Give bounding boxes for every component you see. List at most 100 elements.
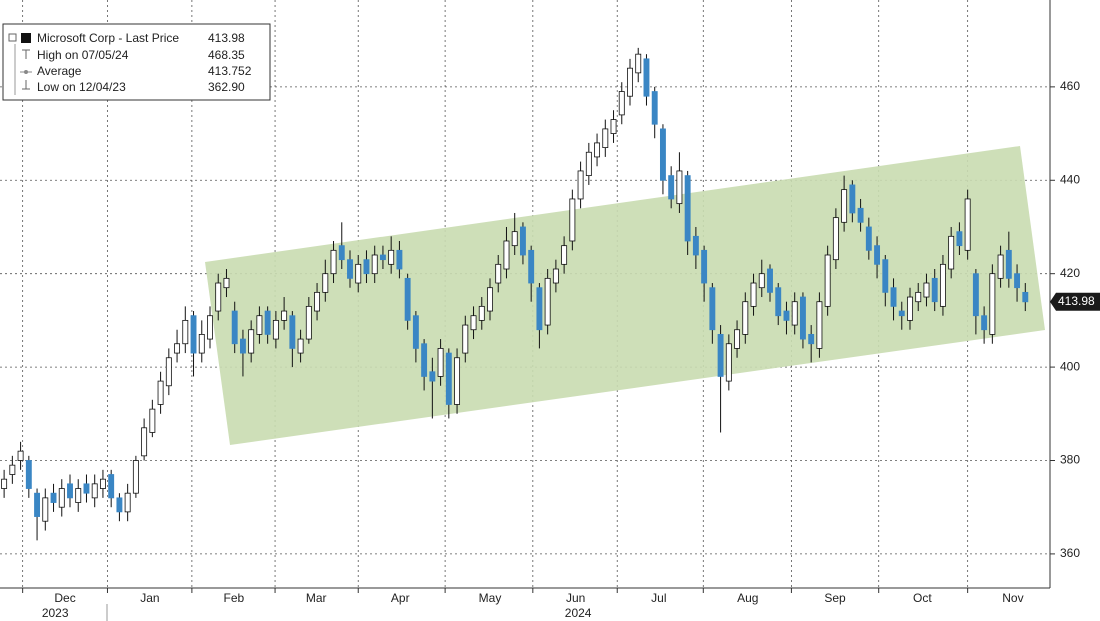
candle-body (701, 249, 708, 284)
candle-body (470, 315, 477, 331)
candle-body (651, 91, 658, 125)
candle-body (602, 128, 609, 148)
candle-body (404, 277, 411, 321)
candle-body (1005, 249, 1012, 279)
candle-body (289, 315, 296, 349)
candle-body (594, 142, 601, 158)
candle-body (915, 291, 922, 303)
year-label: 2023 (42, 606, 69, 620)
candle-body (692, 235, 699, 256)
candle-body (783, 310, 790, 321)
y-tick-label: 420 (1060, 266, 1080, 280)
candle-body (487, 287, 493, 312)
y-tick-label: 380 (1060, 453, 1080, 467)
legend-icon (22, 49, 30, 59)
candle-body (849, 184, 856, 214)
candle-body (939, 263, 946, 307)
legend-box (2, 23, 271, 101)
candle-body (25, 460, 32, 489)
candle-body (874, 245, 881, 265)
candle-body (981, 315, 988, 331)
candle-body (272, 319, 279, 340)
candle-body (841, 189, 848, 223)
last-price-tag: 413.98 (1050, 292, 1100, 311)
candle-body (511, 231, 518, 247)
candle-body (1022, 291, 1029, 303)
y-tick-label: 440 (1060, 172, 1080, 186)
candle-body (174, 343, 181, 354)
candle-body (190, 315, 197, 354)
candle-body (956, 231, 963, 247)
candle-body (618, 91, 625, 116)
candle-body (709, 287, 716, 331)
candle-body (330, 249, 337, 275)
y-tick-label: 460 (1060, 79, 1080, 93)
candle-body (495, 263, 502, 284)
candle-body (388, 249, 395, 265)
candles (1, 47, 1029, 541)
candle-body (997, 254, 1004, 279)
legend-label: Average (37, 64, 82, 78)
candle-body (931, 277, 938, 303)
candle-body (536, 287, 543, 331)
candle-body (717, 333, 724, 377)
last-price-pointer (1050, 292, 1100, 311)
candle-body (585, 151, 592, 177)
x-tick-label: Apr (391, 591, 410, 605)
candle-body (67, 483, 73, 499)
candle-body (561, 245, 568, 265)
legend-label: Microsoft Corp - Last Price (37, 31, 179, 45)
x-tick-label: Jul (651, 591, 666, 605)
candle-body (239, 338, 246, 354)
candle-body (890, 287, 897, 307)
candle-body (116, 497, 123, 513)
candle-body (429, 371, 436, 382)
candle-body (676, 170, 683, 205)
candle-body (363, 259, 370, 275)
candle-body (627, 67, 633, 97)
candle-body (83, 483, 90, 494)
candle-body (379, 254, 386, 261)
candle-body (437, 348, 444, 377)
candle-body (742, 301, 749, 335)
candle-body (989, 273, 996, 335)
candle-body (923, 282, 930, 298)
candle-body (223, 277, 230, 289)
candle-body (684, 175, 691, 242)
candle-body (198, 333, 205, 354)
candle-body (396, 249, 403, 270)
candle-body (668, 175, 675, 200)
candle-body (141, 427, 148, 457)
x-tick-label: Mar (306, 591, 327, 605)
candle-body (898, 310, 905, 317)
candle-body (964, 198, 971, 251)
legend-icon (24, 70, 28, 74)
candle-body (421, 343, 428, 377)
candle-body (17, 450, 24, 461)
x-tick-label: Aug (737, 591, 758, 605)
legend-icon (21, 33, 31, 43)
x-tick-label: Nov (1002, 591, 1023, 605)
candle-body (635, 53, 642, 74)
candle-body (503, 240, 510, 270)
year-label: 2024 (565, 606, 592, 620)
candle-body (314, 291, 321, 312)
legend-icon (8, 33, 17, 42)
candle-body (355, 263, 362, 284)
candle-body (124, 492, 131, 513)
candle-body (165, 357, 172, 387)
candle-body (264, 310, 271, 335)
candle-body (91, 483, 98, 499)
x-tick-label: Feb (224, 591, 245, 605)
y-tick-label: 400 (1060, 359, 1080, 373)
candle-body (816, 301, 823, 349)
legend-value: 413.752 (208, 64, 252, 78)
candle-body (149, 408, 156, 433)
candle-body (610, 119, 617, 134)
x-tick-label: Sep (824, 591, 846, 605)
candle-body (552, 268, 559, 284)
candle-body (948, 235, 955, 270)
candle-body (445, 352, 452, 405)
legend-value: 413.98 (208, 31, 245, 45)
